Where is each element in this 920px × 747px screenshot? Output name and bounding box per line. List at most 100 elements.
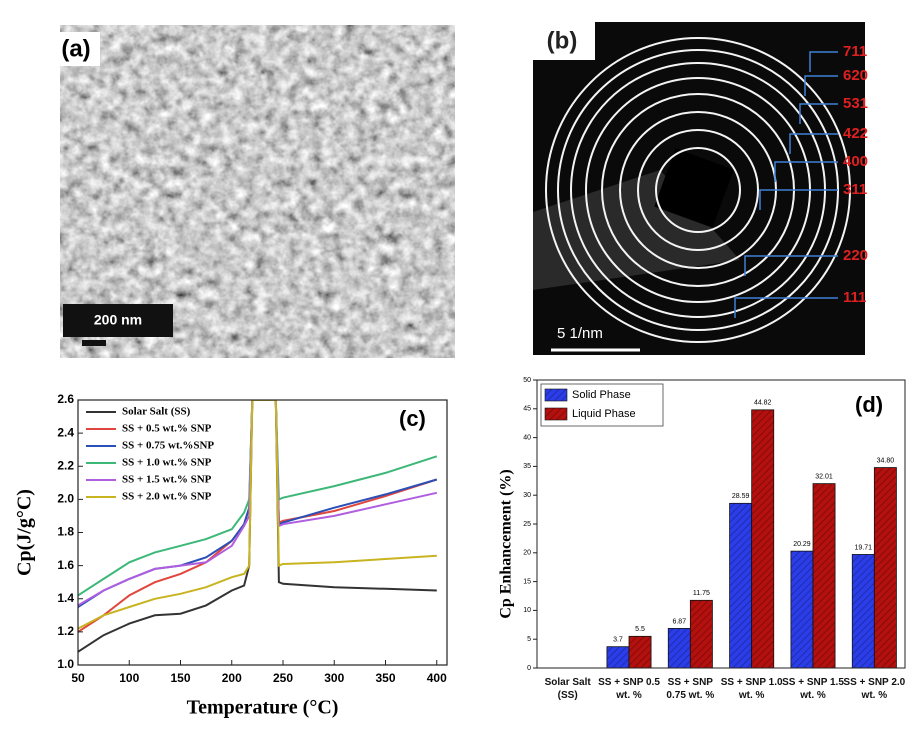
value-label: 28.59 (732, 493, 750, 500)
legend-swatch (544, 407, 568, 421)
series-line (78, 400, 438, 597)
bar (667, 628, 691, 669)
y-tick-label: 15 (523, 578, 531, 585)
bar (851, 554, 875, 669)
y-axis-label: Cp(J/g°C) (14, 489, 36, 576)
legend-label: SS + 0.75 wt.%SNP (122, 440, 214, 452)
index-leader (774, 161, 838, 182)
x-tick-label: 200 (222, 671, 242, 685)
y-tick-label: 2.2 (57, 458, 74, 472)
y-tick-label: 35 (523, 463, 531, 470)
ring-label: 620 (843, 67, 868, 84)
legend-label: Liquid Phase (572, 408, 636, 420)
bar (751, 409, 775, 669)
y-tick-label: 30 (523, 492, 531, 499)
x-tick-label: 400 (427, 671, 447, 685)
index-leader (744, 255, 838, 276)
ring-label: 531 (843, 95, 868, 112)
y-tick-label: 1.0 (57, 657, 74, 671)
value-label: 11.75 (693, 590, 710, 597)
y-tick-label: 2.4 (57, 425, 74, 439)
value-label: 20.29 (793, 541, 811, 548)
y-tick-label: 10 (523, 607, 531, 614)
x-axis-label: Temperature (°C) (187, 697, 339, 719)
ring-label: 111 (843, 289, 866, 306)
bar (873, 467, 897, 669)
y-tick-label: 50 (523, 377, 531, 384)
category-label: SS + SNP 2.0 wt. % (843, 677, 906, 701)
rings: 711 620 531 422 400 311 220 111 (545, 37, 868, 343)
bar (628, 635, 652, 669)
scale-bar (82, 340, 106, 346)
series-line (78, 400, 438, 633)
beam-stop-head (654, 148, 734, 228)
x-tick-label: SS + SNP 1.0 wt. % (720, 677, 783, 701)
value-label: 3.7 (613, 637, 623, 644)
y-tick-label: 1.8 (57, 525, 74, 539)
index-leader (804, 75, 838, 96)
index-leader (799, 103, 838, 124)
x-tick-label: 350 (375, 671, 395, 685)
y-tick-label: 1.2 (57, 624, 74, 638)
y-tick-label: 40 (523, 434, 531, 441)
y-tick-label: 25 (523, 521, 531, 528)
panel-label: (c) (399, 406, 426, 431)
y-tick-label: 20 (523, 550, 531, 557)
legend-label: SS + 2.0 wt.% SNP (122, 491, 212, 503)
x-tick-label: SS + SNP 0.75 wt. % (666, 677, 715, 701)
bar (729, 502, 753, 669)
category-label: Solar Salt (SS) (544, 677, 591, 701)
index-leader (759, 189, 838, 210)
plot-frame (536, 379, 906, 669)
bar (790, 550, 814, 669)
ring-label: 220 (843, 247, 868, 264)
index-leader (809, 51, 838, 72)
legend-label: SS + 0.5 wt.% SNP (122, 423, 212, 435)
y-tick-label: 2.6 (57, 392, 74, 406)
label-box (52, 32, 100, 66)
series-line (78, 400, 438, 607)
x-tick-label: SS + SNP 1.5 wt. % (782, 677, 844, 701)
category-label: SS + SNP 1.5 wt. % (782, 677, 844, 701)
value-label: 34.80 (877, 457, 895, 464)
bar (606, 646, 630, 669)
scale-bar-label: 200 nm (94, 312, 142, 328)
diffraction-ring (545, 37, 851, 343)
y-tick-label: 1.4 (57, 591, 74, 605)
x-tick-label: 300 (324, 671, 344, 685)
ring-label: 311 (843, 181, 867, 198)
legend-swatch (544, 388, 568, 402)
legend-label: SS + 1.0 wt.% SNP (122, 457, 212, 469)
y-tick-label: 45 (523, 406, 531, 413)
legend-label: Solid Phase (572, 389, 631, 401)
sem-texture (60, 25, 455, 358)
label-box (533, 22, 595, 60)
bar (689, 599, 713, 669)
category-label: SS + SNP 0.75 wt. % (666, 677, 715, 701)
x-tick-label: SS + SNP 0.5 wt. % (598, 677, 660, 701)
ring-label: 400 (843, 153, 868, 170)
panel-label: (b) (547, 27, 578, 54)
diffraction-ring (637, 129, 759, 251)
panel-label: (d) (855, 392, 883, 417)
ring-label: 711 (843, 43, 867, 60)
x-tick-label: 250 (273, 671, 293, 685)
legend-label: Solar Salt (SS) (122, 406, 191, 418)
diffraction-ring (655, 147, 741, 233)
x-tick-label: Solar Salt (SS) (544, 677, 591, 701)
y-tick-label: 2.0 (57, 492, 74, 506)
panel-label: (a) (61, 35, 90, 62)
index-leader (789, 133, 838, 154)
y-axis-label: Cp Enhancement (%) (498, 469, 515, 618)
category-label: SS + SNP 1.0 wt. % (720, 677, 783, 701)
beam-stop (533, 170, 740, 290)
scale-box (63, 304, 173, 337)
x-tick-label: 150 (170, 671, 190, 685)
index-leader (734, 297, 838, 318)
y-tick-label: 5 (527, 636, 531, 643)
x-tick-label: 100 (119, 671, 139, 685)
value-label: 19.71 (855, 544, 873, 551)
x-tick-label: SS + SNP 2.0 wt. % (843, 677, 906, 701)
x-tick-label: 50 (71, 671, 85, 685)
